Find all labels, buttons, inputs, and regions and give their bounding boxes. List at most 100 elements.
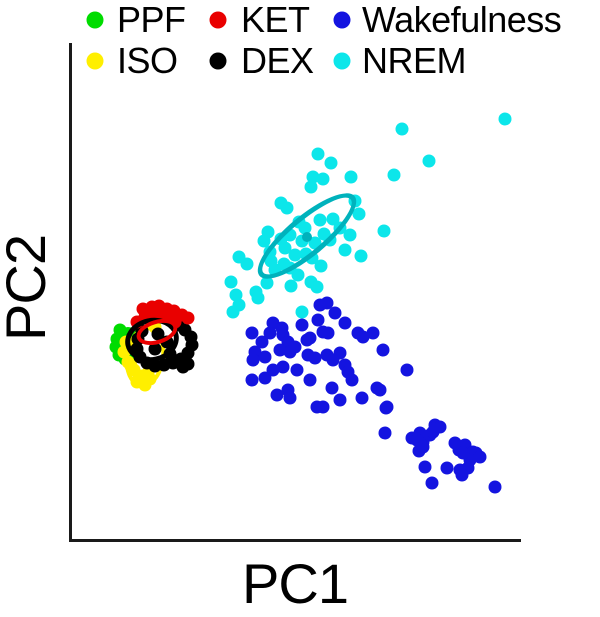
nrem-data-point (268, 263, 282, 277)
wakefulness-data-point (425, 476, 439, 490)
nrem-data-point (226, 305, 240, 319)
wakefulness-data-point (316, 400, 330, 414)
wakefulness-data-point (416, 440, 430, 454)
nrem-data-point (305, 251, 319, 265)
nrem-data-point (288, 248, 302, 262)
nrem-data-point (354, 249, 368, 263)
wakefulness-data-point (373, 383, 387, 397)
nrem-data-point (280, 201, 294, 215)
dex-data-point (181, 357, 195, 371)
nrem-data-point (348, 194, 362, 208)
wakefulness-data-point (345, 373, 359, 387)
wakefulness-data-point (273, 343, 287, 357)
nrem-data-point (251, 291, 265, 305)
plot-axes-box (69, 43, 521, 542)
iso-data-point (124, 359, 138, 373)
legend-dot-dex-icon (209, 52, 227, 70)
nrem-data-point (324, 156, 338, 170)
wakefulness-data-point (376, 343, 390, 357)
iso-data-point (117, 345, 131, 359)
dex-data-point (148, 342, 162, 356)
wakefulness-data-point (355, 391, 369, 405)
wakefulness-data-point (440, 461, 454, 475)
nrem-data-point (316, 172, 330, 186)
nrem-data-point (422, 154, 436, 168)
nrem-data-point (352, 207, 366, 221)
wakefulness-data-point (303, 373, 317, 387)
wakefulness-data-point (263, 326, 277, 340)
wakefulness-data-point (338, 316, 352, 330)
nrem-data-point (323, 233, 337, 247)
dex-data-point (130, 342, 144, 356)
wakefulness-data-point (255, 335, 269, 349)
wakefulness-data-point (433, 420, 447, 434)
nrem-data-point (240, 257, 254, 271)
wakefulness-data-point (325, 381, 339, 395)
nrem-data-point (310, 280, 324, 294)
nrem-data-point (377, 224, 391, 238)
nrem-data-point (283, 228, 297, 242)
wakefulness-data-point (379, 401, 393, 415)
wakefulness-data-point (258, 350, 272, 364)
wakefulness-data-point (448, 436, 462, 450)
wakefulness-data-point (488, 480, 502, 494)
iso-data-point (138, 378, 152, 392)
legend-label-dex: DEX (241, 40, 314, 81)
legend-label-ppf: PPF (117, 0, 186, 40)
wakefulness-data-point (456, 446, 470, 460)
legend-dot-ket-icon (209, 11, 227, 29)
legend-label-nrem: NREM (362, 40, 467, 81)
dex-data-point (163, 347, 177, 361)
legend-dot-nrem-icon (333, 52, 351, 70)
ket-data-point (168, 315, 182, 329)
wakefulness-data-point (418, 460, 432, 474)
nrem-data-point (263, 245, 277, 259)
x-axis-label: PC1 (242, 552, 349, 615)
legend-dot-wakefulness-icon (333, 11, 351, 29)
wakefulness-data-point (356, 330, 370, 344)
nrem-data-point (260, 276, 274, 290)
wakefulness-data-point (473, 450, 487, 464)
wakefulness-data-point (455, 468, 469, 482)
legend-label-wakefulness: Wakefulness (362, 0, 562, 40)
y-axis-label: PC2 (0, 235, 57, 341)
ket-data-point (181, 311, 195, 325)
legend-dot-iso-icon (86, 52, 104, 70)
legend-label-iso: ISO (117, 40, 178, 81)
wakefulness-data-point (245, 326, 259, 340)
nrem-data-point (284, 279, 298, 293)
nrem-data-point (498, 112, 512, 126)
wakefulness-data-point (333, 393, 347, 407)
wakefulness-data-point (303, 331, 317, 345)
wakefulness-data-point (320, 296, 334, 310)
wakefulness-data-point (366, 326, 380, 340)
wakefulness-data-point (378, 426, 392, 440)
wakefulness-data-point (283, 391, 297, 405)
legend-label-ket: KET (241, 0, 310, 40)
nrem-data-point (229, 288, 243, 302)
nrem-data-point (333, 221, 347, 235)
nrem-centroid-dot (302, 232, 312, 242)
nrem-data-point (313, 213, 327, 227)
nrem-data-point (298, 221, 312, 235)
dex-data-point (160, 335, 174, 349)
nrem-data-point (314, 259, 328, 273)
legend-dot-ppf-icon (86, 11, 104, 29)
nrem-data-point (278, 241, 292, 255)
nrem-data-point (338, 243, 352, 257)
wakefulness-data-point (266, 363, 280, 377)
nrem-data-point (257, 234, 271, 248)
nrem-data-point (387, 168, 401, 182)
wakefulness-data-point (288, 340, 302, 354)
ket-data-point (158, 310, 172, 324)
nrem-data-point (304, 180, 318, 194)
wakefulness-data-point (270, 388, 284, 402)
nrem-data-point (343, 228, 357, 242)
wakefulness-data-point (295, 318, 309, 332)
wakefulness-data-point (326, 353, 340, 367)
wakefulness-data-point (311, 313, 325, 327)
wakefulness-data-point (321, 326, 335, 340)
nrem-data-point (344, 170, 358, 184)
nrem-data-point (306, 170, 320, 184)
nrem-data-point (224, 275, 238, 289)
